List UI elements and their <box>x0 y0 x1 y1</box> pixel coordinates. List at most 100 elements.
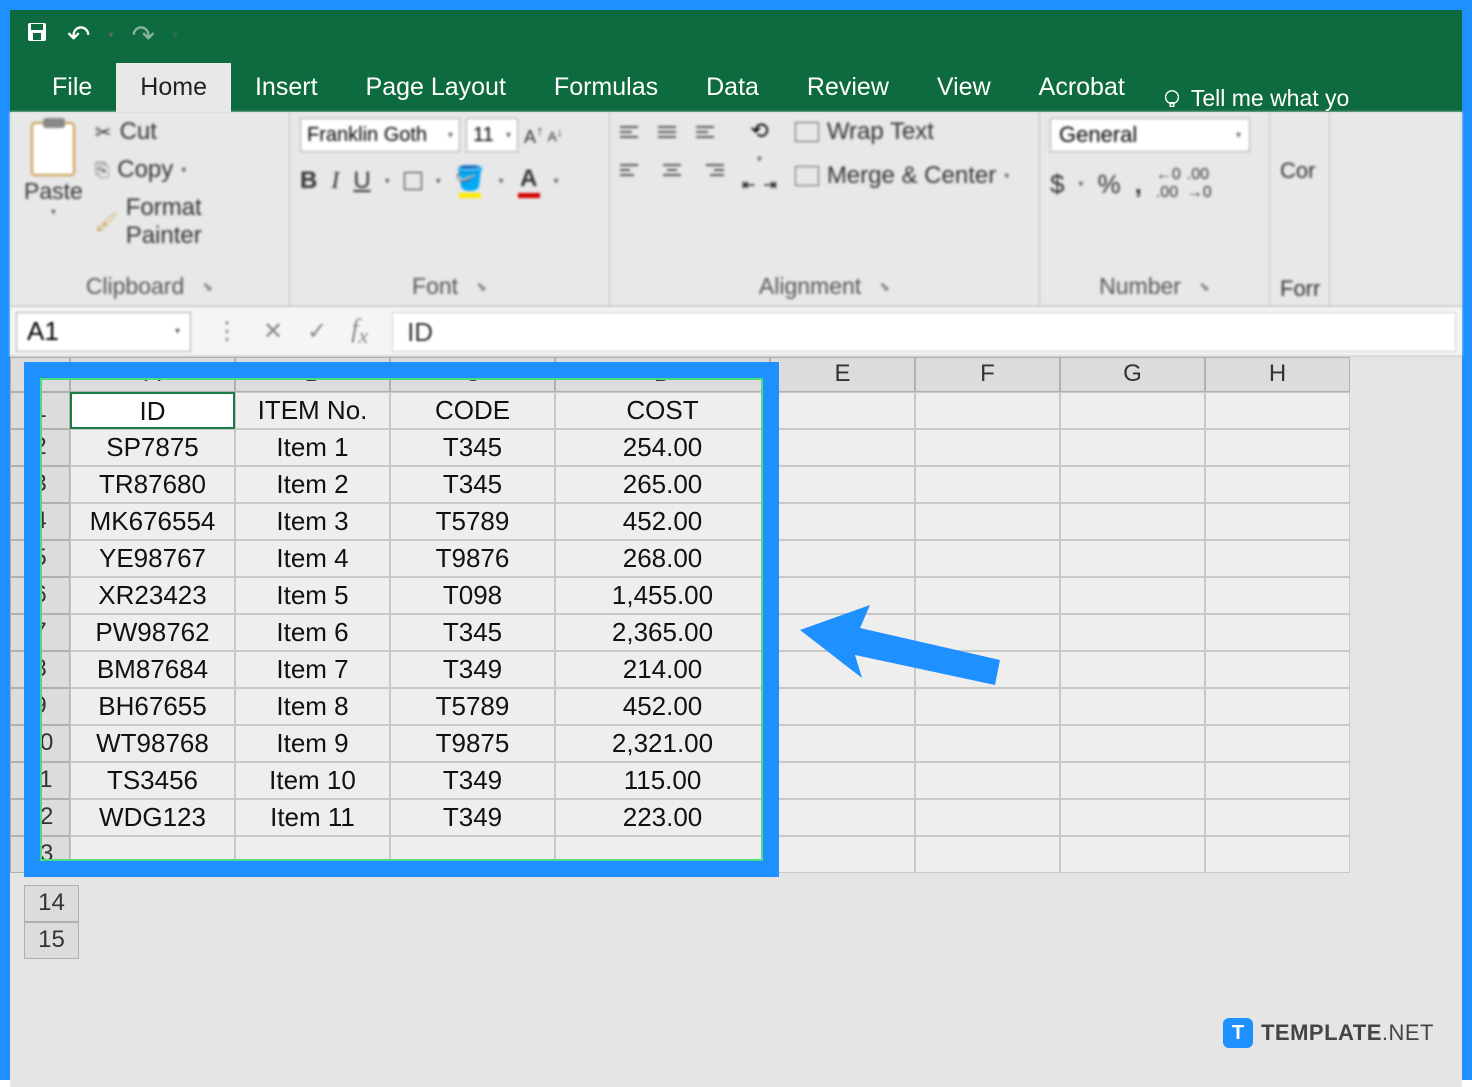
cancel-formula-button[interactable]: ✕ <box>263 317 283 346</box>
tab-page-layout[interactable]: Page Layout <box>342 63 530 112</box>
cell-E3[interactable] <box>770 466 915 503</box>
row-header-10[interactable]: 10 <box>10 725 70 762</box>
row-header-7[interactable]: 7 <box>10 614 70 651</box>
column-header-e[interactable]: E <box>770 357 915 392</box>
number-format-select[interactable]: General▾ <box>1050 118 1250 152</box>
cell-H12[interactable] <box>1205 799 1350 836</box>
increase-decimal-button[interactable]: ←0.00 <box>1156 166 1181 202</box>
align-middle-button[interactable] <box>658 118 686 146</box>
cell-G5[interactable] <box>1060 540 1205 577</box>
cell-A8[interactable]: BM87684 <box>70 651 235 688</box>
column-header-h[interactable]: H <box>1205 357 1350 392</box>
tab-insert[interactable]: Insert <box>231 63 342 112</box>
row-header-13[interactable]: 13 <box>10 836 70 873</box>
cell-A9[interactable]: BH67655 <box>70 688 235 725</box>
cell-F2[interactable] <box>915 429 1060 466</box>
cell-D13[interactable] <box>555 836 770 873</box>
cell-C5[interactable]: T9876 <box>390 540 555 577</box>
tab-acrobat[interactable]: Acrobat <box>1015 63 1149 112</box>
cell-D1[interactable]: COST <box>555 392 770 429</box>
cell-G8[interactable] <box>1060 651 1205 688</box>
cell-D9[interactable]: 452.00 <box>555 688 770 725</box>
currency-button[interactable]: $ <box>1050 169 1064 200</box>
cell-G4[interactable] <box>1060 503 1205 540</box>
undo-dropdown-icon[interactable]: ▾ <box>108 30 113 41</box>
comma-button[interactable]: , <box>1135 169 1142 200</box>
row-header-8[interactable]: 8 <box>10 651 70 688</box>
cell-G11[interactable] <box>1060 762 1205 799</box>
cell-G9[interactable] <box>1060 688 1205 725</box>
cell-E4[interactable] <box>770 503 915 540</box>
percent-button[interactable]: % <box>1098 169 1121 200</box>
cell-H11[interactable] <box>1205 762 1350 799</box>
cell-C3[interactable]: T345 <box>390 466 555 503</box>
cell-B10[interactable]: Item 9 <box>235 725 390 762</box>
cell-D12[interactable]: 223.00 <box>555 799 770 836</box>
cell-A2[interactable]: SP7875 <box>70 429 235 466</box>
cell-C1[interactable]: CODE <box>390 392 555 429</box>
decrease-decimal-button[interactable]: .00→0 <box>1187 166 1212 202</box>
align-bottom-button[interactable] <box>696 118 724 146</box>
cell-B11[interactable]: Item 10 <box>235 762 390 799</box>
cell-B5[interactable]: Item 4 <box>235 540 390 577</box>
cell-G13[interactable] <box>1060 836 1205 873</box>
cell-H3[interactable] <box>1205 466 1350 503</box>
cell-B9[interactable]: Item 8 <box>235 688 390 725</box>
tab-home[interactable]: Home <box>116 63 231 112</box>
cell-B12[interactable]: Item 11 <box>235 799 390 836</box>
cell-C9[interactable]: T5789 <box>390 688 555 725</box>
cell-C10[interactable]: T9875 <box>390 725 555 762</box>
fx-button[interactable]: fx <box>351 314 368 349</box>
cell-H9[interactable] <box>1205 688 1350 725</box>
cell-G10[interactable] <box>1060 725 1205 762</box>
cell-C4[interactable]: T5789 <box>390 503 555 540</box>
cell-B2[interactable]: Item 1 <box>235 429 390 466</box>
row-header-2[interactable]: 2 <box>10 429 70 466</box>
cell-C8[interactable]: T349 <box>390 651 555 688</box>
cell-E10[interactable] <box>770 725 915 762</box>
cell-C13[interactable] <box>390 836 555 873</box>
format-painter-button[interactable]: 🖌Format Painter <box>95 194 279 250</box>
save-icon[interactable] <box>25 20 49 51</box>
cell-F11[interactable] <box>915 762 1060 799</box>
align-right-button[interactable] <box>696 156 724 184</box>
cell-H10[interactable] <box>1205 725 1350 762</box>
font-color-button[interactable]: A <box>518 165 540 198</box>
column-header-c[interactable]: C <box>390 357 555 392</box>
font-name-select[interactable]: Franklin Goth▾ <box>300 118 460 152</box>
cell-C11[interactable]: T349 <box>390 762 555 799</box>
cell-B13[interactable] <box>235 836 390 873</box>
cell-D3[interactable]: 265.00 <box>555 466 770 503</box>
paste-dropdown-icon[interactable]: ▾ <box>51 207 56 218</box>
column-header-d[interactable]: D <box>555 357 770 392</box>
cell-H1[interactable] <box>1205 392 1350 429</box>
cell-D5[interactable]: 268.00 <box>555 540 770 577</box>
cell-A6[interactable]: XR23423 <box>70 577 235 614</box>
cell-F1[interactable] <box>915 392 1060 429</box>
tab-review[interactable]: Review <box>783 63 913 112</box>
copy-button[interactable]: ⎘Copy▾ <box>95 156 279 184</box>
tab-file[interactable]: File <box>28 63 116 112</box>
cell-F12[interactable] <box>915 799 1060 836</box>
increase-indent-button[interactable]: ⇥ <box>763 175 776 195</box>
cell-E2[interactable] <box>770 429 915 466</box>
cell-H8[interactable] <box>1205 651 1350 688</box>
cell-E5[interactable] <box>770 540 915 577</box>
cell-D10[interactable]: 2,321.00 <box>555 725 770 762</box>
cell-A3[interactable]: TR87680 <box>70 466 235 503</box>
cell-A4[interactable]: MK676554 <box>70 503 235 540</box>
clipboard-launcher-icon[interactable]: ⬊ <box>202 279 213 295</box>
column-header-b[interactable]: B <box>235 357 390 392</box>
cell-F4[interactable] <box>915 503 1060 540</box>
cell-B6[interactable]: Item 5 <box>235 577 390 614</box>
cell-C7[interactable]: T345 <box>390 614 555 651</box>
row-header-15[interactable]: 15 <box>24 922 79 959</box>
cell-H7[interactable] <box>1205 614 1350 651</box>
row-header-14[interactable]: 14 <box>24 885 79 922</box>
column-header-a[interactable]: A <box>70 357 235 392</box>
cell-G12[interactable] <box>1060 799 1205 836</box>
cell-B7[interactable]: Item 6 <box>235 614 390 651</box>
fill-color-button[interactable]: 🪣 <box>455 164 485 198</box>
row-header-1[interactable]: 1 <box>10 392 70 429</box>
tab-data[interactable]: Data <box>682 63 783 112</box>
